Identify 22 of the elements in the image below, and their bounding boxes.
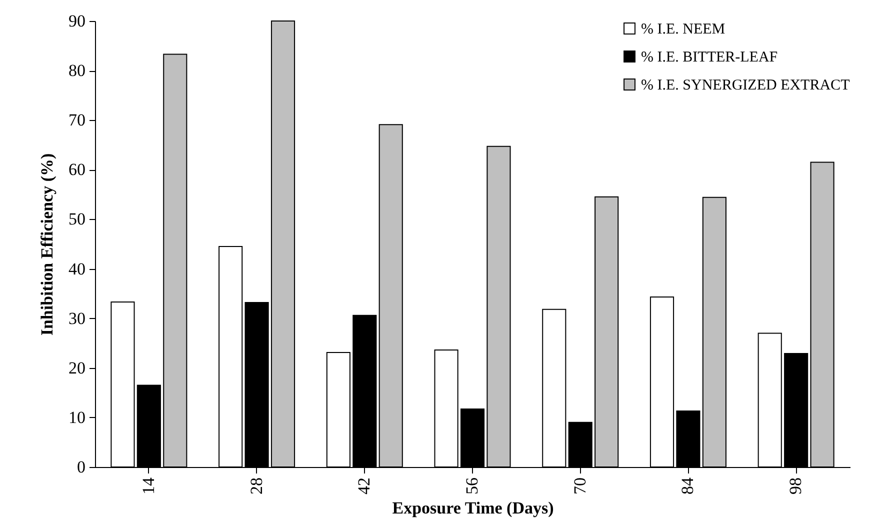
legend-label: % I.E. NEEM (641, 22, 726, 38)
y-tick-label: 20 (68, 358, 86, 378)
y-tick-label: 40 (68, 259, 86, 278)
x-tick-label: 14 (138, 477, 158, 494)
x-tick-label: 70 (570, 478, 590, 494)
y-axis-title: Inhibition Efficiency (%) (38, 153, 56, 336)
y-tick-label: 50 (68, 210, 86, 229)
x-axis-title: Exposure Time (Days) (392, 498, 554, 518)
x-tick-label: 98 (786, 478, 806, 494)
y-tick-label: 60 (68, 160, 86, 180)
legend-label: % I.E. BITTER-LEAF (641, 50, 778, 66)
y-tick-label: 10 (68, 408, 86, 427)
y-tick-label: 70 (68, 110, 86, 130)
y-tick-label: 0 (77, 458, 86, 476)
y-tick-label: 90 (68, 12, 86, 30)
legend-label: % I.E. SYNERGIZED EXTRACT (641, 78, 850, 94)
x-tick-label: 84 (678, 477, 698, 494)
x-tick-label: 42 (354, 478, 374, 494)
y-tick-label: 80 (68, 61, 86, 80)
x-tick-label: 56 (462, 478, 482, 494)
y-tick-label: 30 (68, 308, 86, 328)
x-tick-label: 28 (246, 478, 266, 494)
